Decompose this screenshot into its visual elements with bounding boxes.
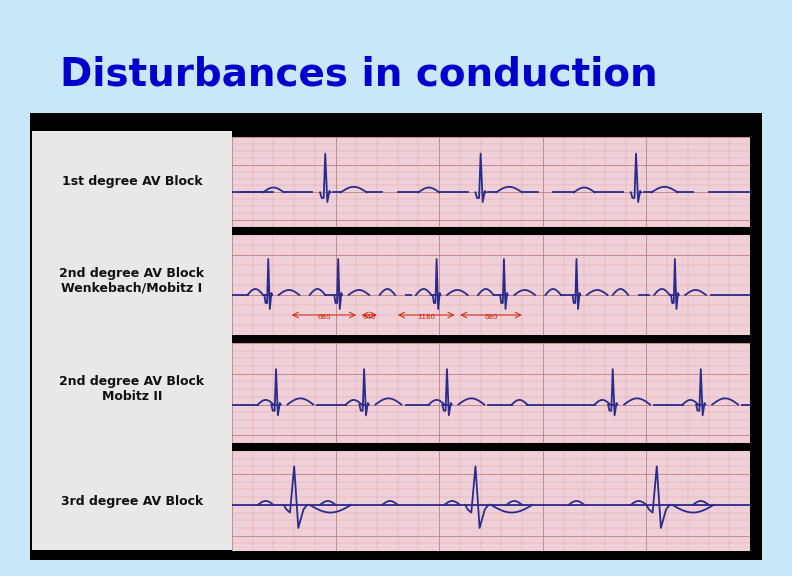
Text: 3rd degree AV Block: 3rd degree AV Block <box>61 495 203 507</box>
Bar <box>30 113 762 560</box>
Text: 680: 680 <box>317 314 331 320</box>
Text: 680: 680 <box>484 314 497 320</box>
Bar <box>232 235 750 335</box>
Text: Disturbances in conduction: Disturbances in conduction <box>60 56 657 94</box>
Bar <box>232 451 750 551</box>
Text: 2nd degree AV Block: 2nd degree AV Block <box>59 376 204 388</box>
Text: 1st degree AV Block: 1st degree AV Block <box>62 176 202 188</box>
Text: Wenkebach/Mobitz I: Wenkebach/Mobitz I <box>62 282 203 294</box>
Text: 640: 640 <box>363 314 376 320</box>
Text: 2nd degree AV Block: 2nd degree AV Block <box>59 267 204 281</box>
Text: Mobitz II: Mobitz II <box>102 389 162 403</box>
Bar <box>232 343 750 443</box>
Bar <box>32 131 232 550</box>
Bar <box>232 137 750 227</box>
Text: 1180: 1180 <box>417 314 436 320</box>
